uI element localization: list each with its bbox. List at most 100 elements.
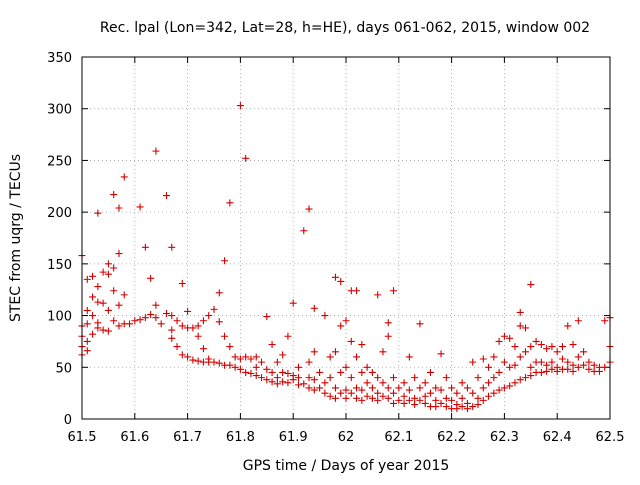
data-point	[326, 392, 334, 400]
data-point	[215, 289, 223, 297]
data-point	[368, 384, 376, 392]
data-point	[321, 379, 329, 387]
data-point	[379, 348, 387, 356]
data-point	[543, 367, 551, 375]
data-point	[442, 374, 450, 382]
data-point	[226, 199, 234, 207]
data-point	[152, 314, 160, 322]
data-point	[99, 326, 107, 334]
data-point	[94, 209, 102, 217]
data-point	[347, 337, 355, 345]
data-point	[89, 312, 97, 320]
data-point	[400, 399, 408, 407]
data-point	[242, 154, 250, 162]
data-point	[506, 334, 514, 342]
data-point	[178, 280, 186, 288]
data-point	[490, 389, 498, 397]
y-tick-label: 150	[47, 258, 72, 273]
data-point	[194, 332, 202, 340]
data-point	[342, 394, 350, 402]
data-point	[231, 363, 239, 371]
data-point	[152, 147, 160, 155]
data-point	[83, 306, 91, 314]
data-point	[242, 353, 250, 361]
data-point	[569, 341, 577, 349]
data-point	[585, 365, 593, 373]
data-point	[215, 359, 223, 367]
data-point	[432, 384, 440, 392]
data-point	[543, 361, 551, 369]
data-point	[152, 301, 160, 309]
data-point	[231, 353, 239, 361]
data-point	[558, 355, 566, 363]
data-point	[532, 337, 540, 345]
data-point	[168, 243, 176, 251]
data-point	[580, 361, 588, 369]
data-point	[294, 381, 302, 389]
data-point	[395, 396, 403, 404]
data-point	[289, 376, 297, 384]
x-tick-label: 61.8	[226, 430, 255, 445]
data-point	[331, 348, 339, 356]
data-point	[104, 306, 112, 314]
x-tick-label: 61.6	[120, 430, 149, 445]
data-point	[548, 358, 556, 366]
x-tick-label: 62.5	[596, 430, 625, 445]
grid-lines	[82, 57, 610, 419]
data-point	[485, 379, 493, 387]
data-point	[353, 353, 361, 361]
data-point	[136, 316, 144, 324]
y-tick-label: 50	[55, 361, 72, 376]
data-point	[537, 358, 545, 366]
data-point	[353, 287, 361, 295]
y-tick-label: 100	[47, 310, 72, 325]
data-point	[115, 301, 123, 309]
data-point	[104, 270, 112, 278]
data-point	[400, 379, 408, 387]
x-tick-label: 62.2	[437, 430, 466, 445]
data-point	[516, 376, 524, 384]
data-point	[89, 293, 97, 301]
data-point	[326, 374, 334, 382]
x-tick-label: 61.7	[173, 430, 202, 445]
data-point	[353, 394, 361, 402]
data-point	[242, 368, 250, 376]
data-point	[305, 205, 313, 213]
data-point	[453, 389, 461, 397]
data-point	[99, 299, 107, 307]
data-point	[162, 192, 170, 200]
data-point	[358, 396, 366, 404]
data-point	[141, 243, 149, 251]
data-point	[126, 320, 134, 328]
data-point	[358, 368, 366, 376]
data-point	[268, 378, 276, 386]
data-point	[421, 379, 429, 387]
data-point	[226, 361, 234, 369]
y-tick-label: 200	[47, 206, 72, 221]
data-point	[548, 365, 556, 373]
data-point	[537, 368, 545, 376]
data-point	[279, 351, 287, 359]
x-tick-label: 62.1	[384, 430, 413, 445]
data-point	[479, 384, 487, 392]
x-tick-label: 61.5	[68, 430, 97, 445]
data-point	[273, 358, 281, 366]
data-point	[279, 368, 287, 376]
data-point	[268, 341, 276, 349]
data-point	[564, 358, 572, 366]
data-point	[342, 363, 350, 371]
data-point	[83, 347, 91, 355]
data-point	[184, 307, 192, 315]
data-point	[506, 382, 514, 390]
data-point	[305, 374, 313, 382]
data-point	[442, 394, 450, 402]
data-point	[390, 287, 398, 295]
data-point	[416, 396, 424, 404]
data-point	[310, 376, 318, 384]
y-tick-label: 300	[47, 103, 72, 118]
data-point	[316, 368, 324, 376]
data-point	[268, 368, 276, 376]
data-point	[580, 348, 588, 356]
data-point	[426, 368, 434, 376]
